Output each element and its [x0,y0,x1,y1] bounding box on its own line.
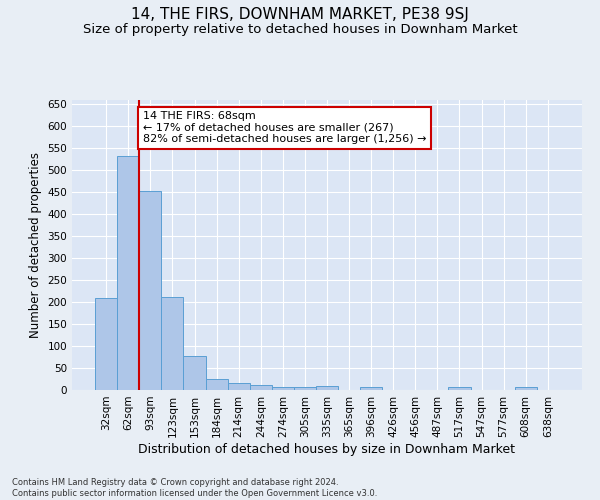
Y-axis label: Number of detached properties: Number of detached properties [29,152,42,338]
Bar [184,356,206,390]
Bar [117,156,139,390]
Bar [250,384,272,390]
Bar [316,386,338,390]
Bar [515,388,537,390]
Text: 14, THE FIRS, DOWNHAM MARKET, PE38 9SJ: 14, THE FIRS, DOWNHAM MARKET, PE38 9SJ [131,8,469,22]
Bar [294,388,316,390]
Bar [95,298,117,390]
Text: 14 THE FIRS: 68sqm
← 17% of detached houses are smaller (267)
82% of semi-detach: 14 THE FIRS: 68sqm ← 17% of detached hou… [143,111,426,144]
Text: Contains HM Land Registry data © Crown copyright and database right 2024.
Contai: Contains HM Land Registry data © Crown c… [12,478,377,498]
Bar [206,378,227,390]
Bar [139,192,161,390]
Bar [448,388,470,390]
Bar [161,297,184,390]
Bar [227,384,250,390]
Bar [360,388,382,390]
Text: Distribution of detached houses by size in Downham Market: Distribution of detached houses by size … [139,442,515,456]
Bar [272,388,294,390]
Text: Size of property relative to detached houses in Downham Market: Size of property relative to detached ho… [83,22,517,36]
